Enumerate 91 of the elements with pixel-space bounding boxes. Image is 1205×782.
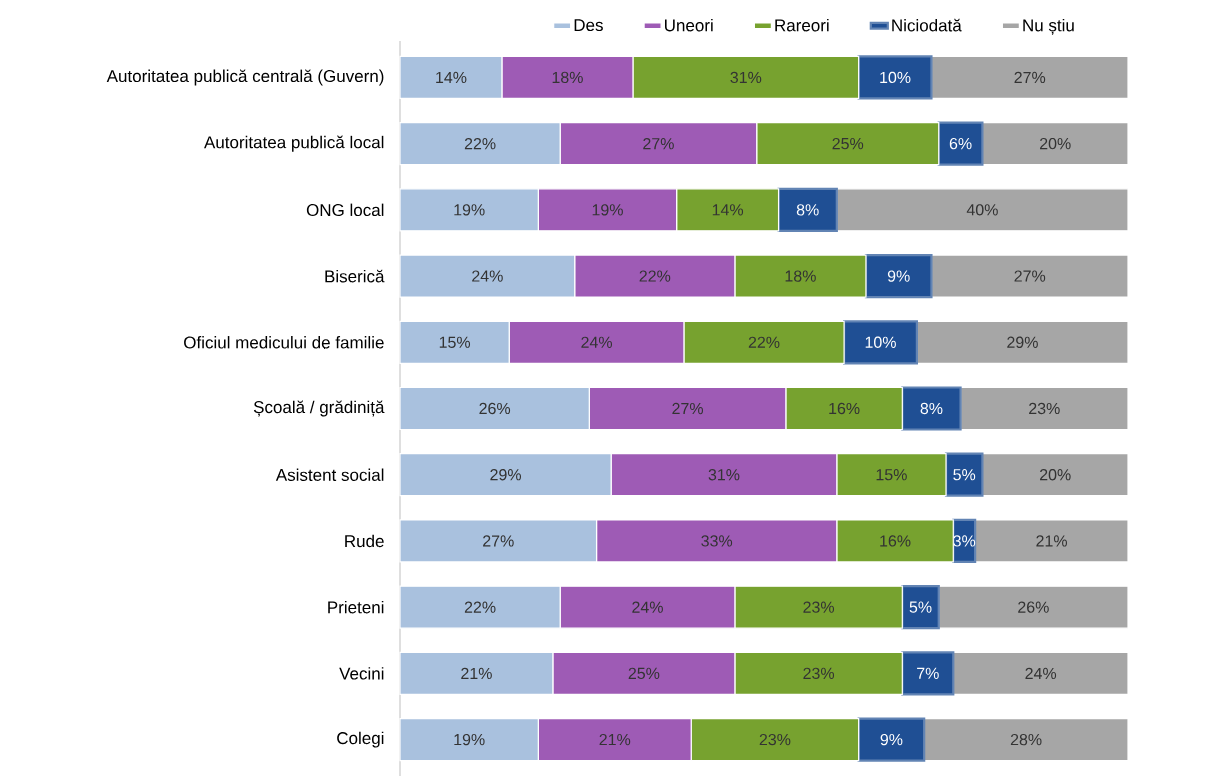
data-label: 18% bbox=[552, 71, 583, 84]
data-label: 8% bbox=[920, 402, 943, 415]
data-label: 22% bbox=[748, 336, 780, 348]
data-label: 14% bbox=[436, 71, 467, 83]
data-label: 21% bbox=[461, 667, 492, 679]
y-tick-label: Școală / grădiniță bbox=[253, 400, 385, 417]
bar bbox=[901, 386, 962, 431]
data-label: 15% bbox=[876, 469, 907, 481]
data-label: 31% bbox=[708, 469, 740, 481]
data-label: 21% bbox=[599, 733, 631, 746]
data-label: 24% bbox=[632, 601, 663, 613]
y-tick-label: Autoritatea publică local bbox=[204, 135, 384, 152]
data-label: 19% bbox=[592, 204, 623, 216]
data-label: 18% bbox=[785, 270, 816, 282]
bar bbox=[916, 320, 1129, 364]
bar bbox=[842, 320, 918, 365]
data-label: 23% bbox=[803, 667, 835, 680]
data-label: 10% bbox=[865, 336, 896, 348]
data-label: 7% bbox=[917, 667, 939, 679]
y-tick-label: Colegi bbox=[337, 731, 384, 748]
data-label: 20% bbox=[1040, 469, 1071, 481]
data-label: 31% bbox=[730, 71, 762, 84]
data-label: 33% bbox=[701, 535, 733, 547]
y-tick-label: Rude bbox=[345, 534, 384, 548]
bar bbox=[901, 585, 940, 630]
data-label: 27% bbox=[483, 535, 514, 547]
data-label: 27% bbox=[1014, 270, 1046, 282]
data-label: 26% bbox=[479, 402, 511, 415]
data-label: 16% bbox=[829, 402, 860, 415]
data-label: 27% bbox=[1014, 71, 1046, 84]
bar bbox=[981, 122, 1129, 166]
y-tick-label: Biserică bbox=[325, 269, 385, 283]
data-label: 22% bbox=[464, 601, 496, 613]
bar bbox=[857, 717, 926, 762]
data-label: 5% bbox=[909, 601, 932, 613]
data-label: 8% bbox=[796, 204, 819, 216]
data-label: 26% bbox=[1018, 601, 1049, 613]
data-label: 9% bbox=[880, 733, 903, 746]
y-tick-label: Autoritatea publică centrală (Guvern) bbox=[106, 69, 384, 86]
data-label: 23% bbox=[759, 733, 791, 746]
y-tick-label: Oficiul medicului de familie bbox=[184, 336, 384, 349]
data-label: 40% bbox=[966, 204, 998, 216]
bar bbox=[901, 651, 955, 696]
bar bbox=[930, 254, 1129, 298]
legend-label: Des bbox=[574, 19, 603, 32]
data-label: 29% bbox=[1007, 336, 1038, 348]
bar bbox=[974, 519, 1129, 563]
data-label: 19% bbox=[454, 204, 485, 216]
data-label: 22% bbox=[464, 137, 496, 150]
data-label: 29% bbox=[490, 469, 522, 481]
data-label: 27% bbox=[672, 402, 704, 415]
bar bbox=[952, 651, 1129, 695]
bar bbox=[944, 452, 984, 497]
data-label: 10% bbox=[880, 71, 911, 84]
data-label: 24% bbox=[472, 270, 503, 282]
data-label: 23% bbox=[803, 601, 835, 613]
y-tick-label: Vecini bbox=[339, 667, 384, 680]
legend-label: Nu știu bbox=[1023, 18, 1074, 35]
bar bbox=[930, 55, 1129, 100]
data-label: 20% bbox=[1040, 137, 1071, 150]
data-label: 22% bbox=[639, 270, 671, 282]
bar bbox=[923, 717, 1129, 762]
data-label: 6% bbox=[949, 137, 972, 150]
data-label: 14% bbox=[712, 204, 744, 216]
bar bbox=[938, 585, 1129, 629]
bar bbox=[959, 386, 1129, 431]
y-tick-label: ONG local bbox=[306, 203, 384, 217]
data-label: 19% bbox=[454, 733, 485, 746]
data-label: 25% bbox=[628, 667, 660, 680]
bar bbox=[836, 188, 1129, 232]
bar bbox=[981, 453, 1129, 497]
data-label: 23% bbox=[1029, 402, 1060, 415]
data-label: 5% bbox=[953, 469, 976, 481]
data-label: 15% bbox=[439, 336, 471, 348]
bar bbox=[857, 55, 933, 100]
data-label: 16% bbox=[880, 535, 911, 547]
legend-label: Uneori bbox=[665, 18, 713, 32]
data-label: 28% bbox=[1010, 733, 1042, 746]
bar bbox=[937, 121, 984, 166]
y-tick-label: Asistent social bbox=[275, 468, 384, 481]
data-label: 24% bbox=[581, 336, 613, 348]
data-label: 27% bbox=[643, 137, 674, 150]
bar bbox=[777, 187, 838, 232]
bar bbox=[864, 253, 933, 299]
y-tick-label: Prieteni bbox=[328, 600, 384, 614]
data-label: 9% bbox=[887, 270, 910, 282]
data-label: 25% bbox=[832, 137, 864, 150]
legend-label: Rareori bbox=[775, 18, 829, 32]
data-label: 24% bbox=[1025, 667, 1057, 679]
legend-label: Niciodată bbox=[892, 18, 962, 32]
data-label: 21% bbox=[1036, 535, 1068, 547]
